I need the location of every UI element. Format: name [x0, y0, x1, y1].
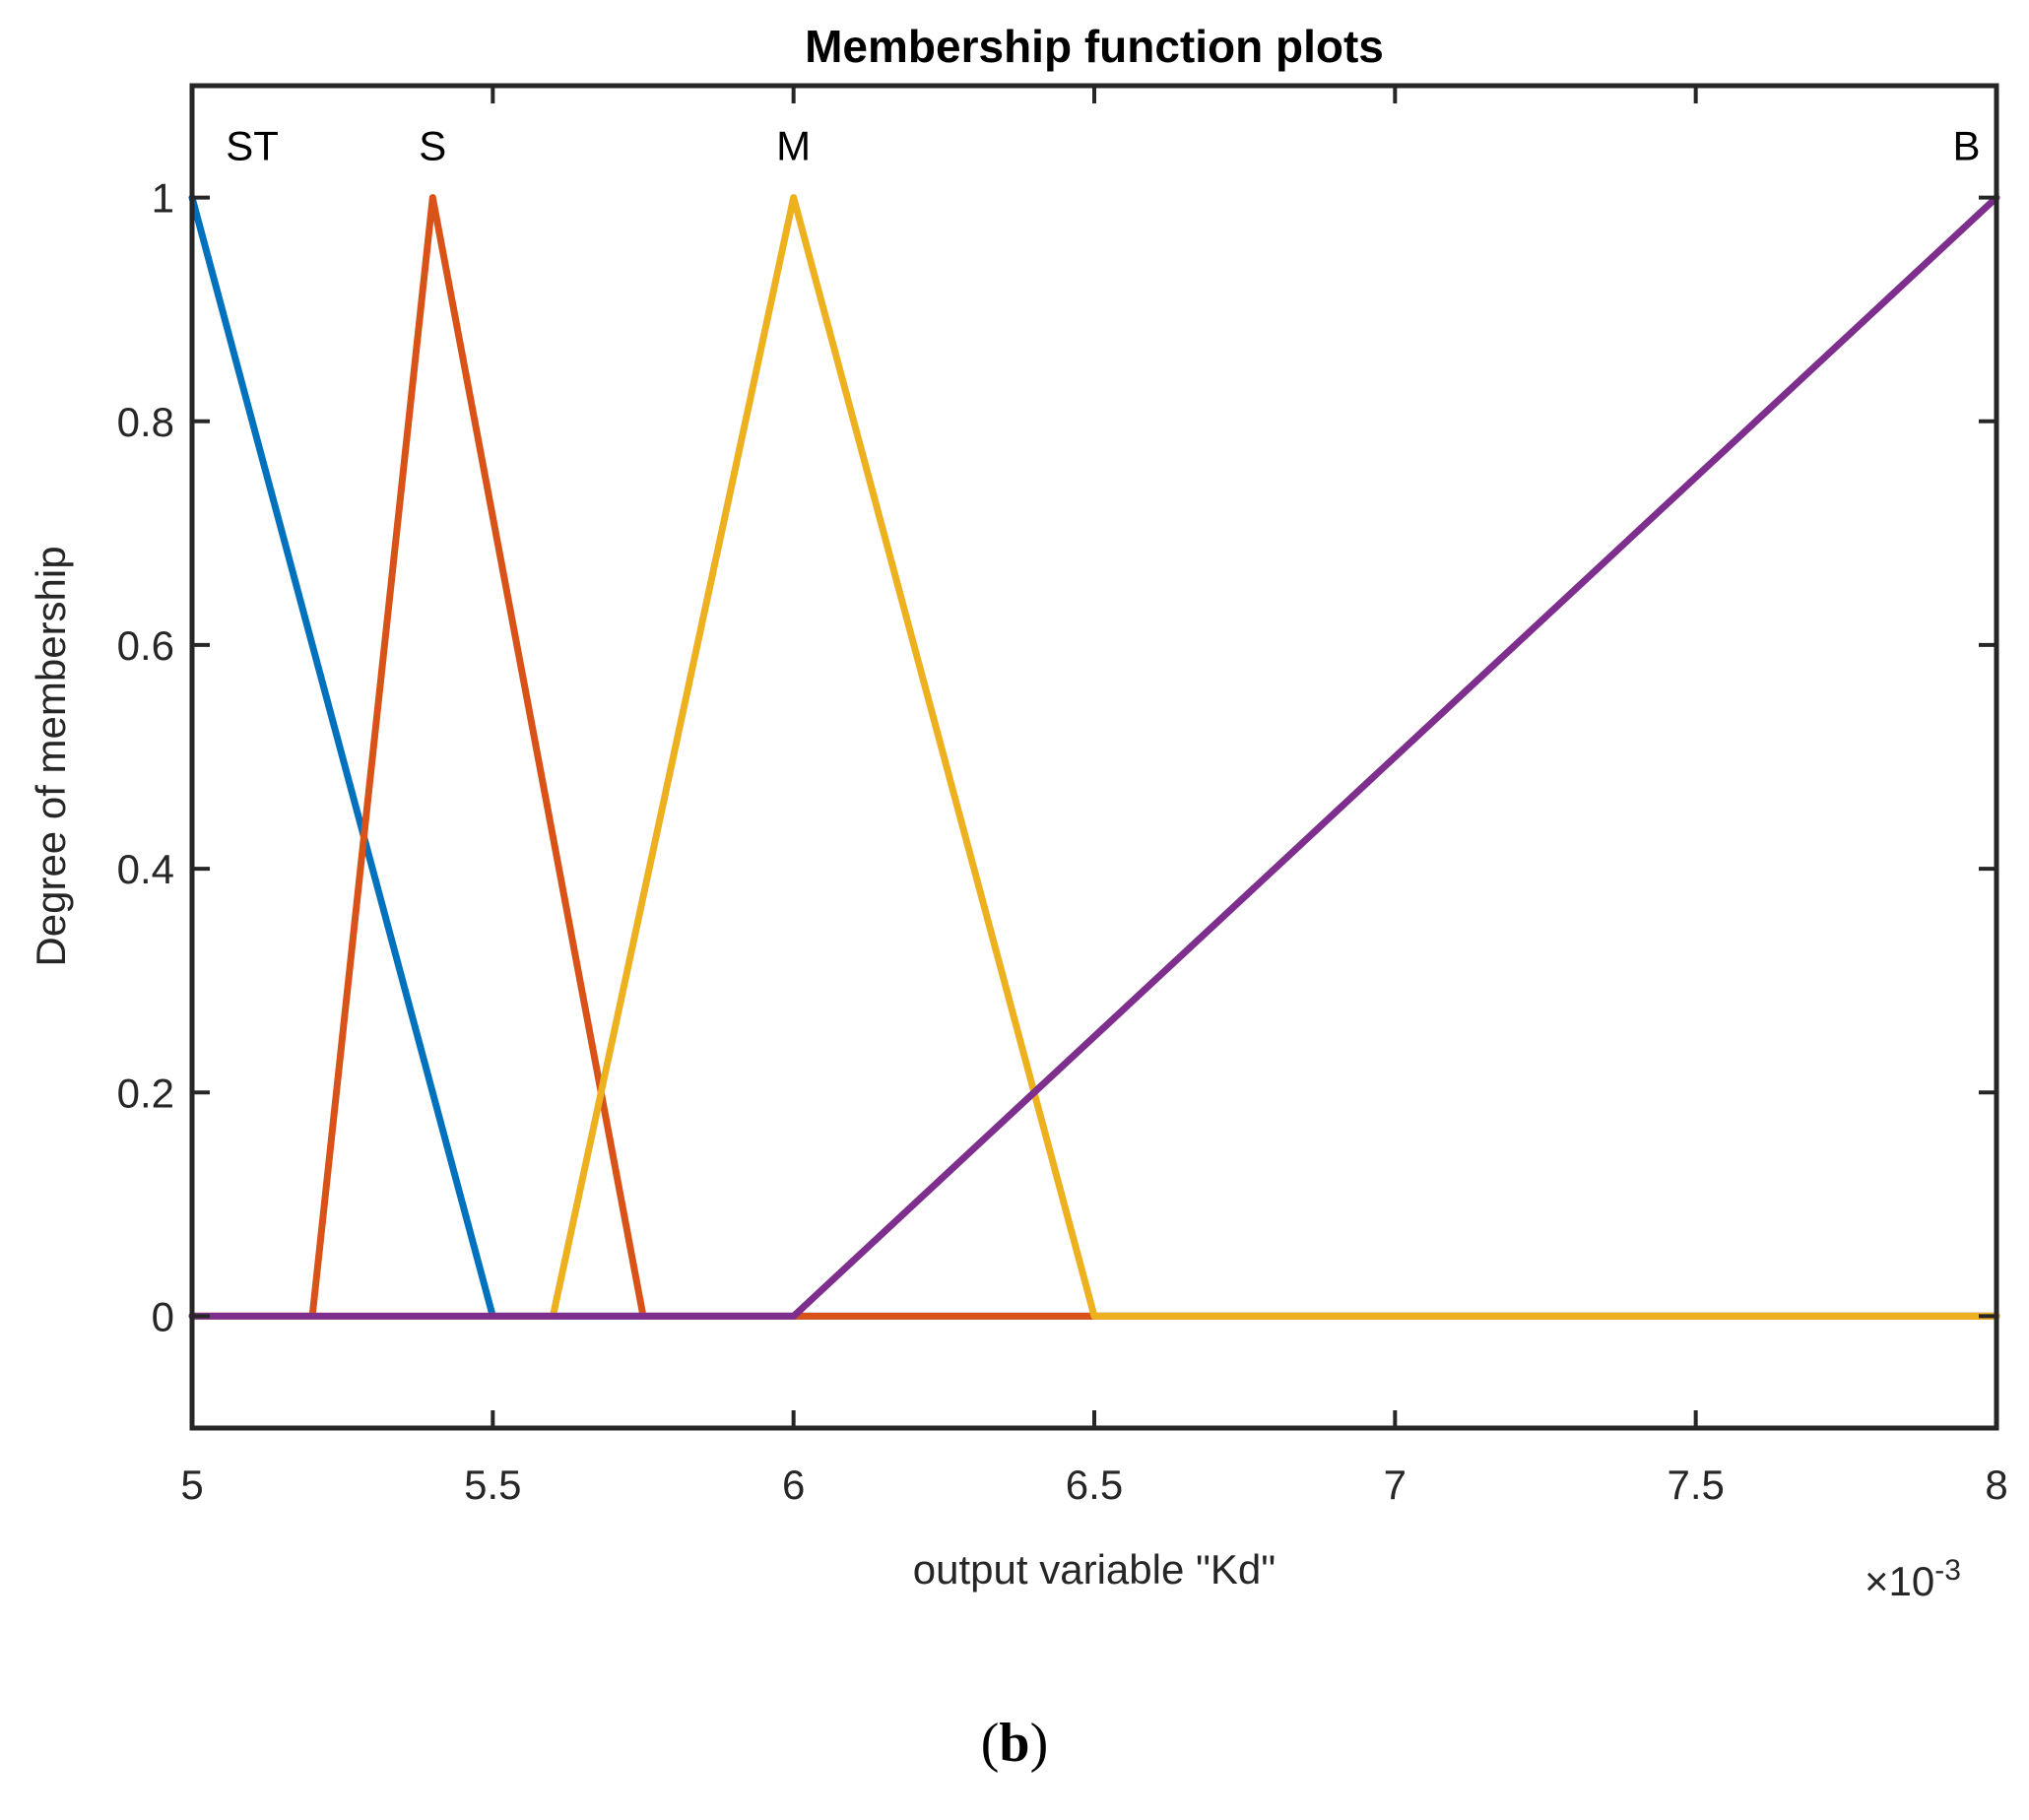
mf-label-s: S	[419, 123, 446, 169]
x-axis-label: output variable "Kd"	[913, 1546, 1276, 1592]
series-layer	[188, 194, 2000, 1320]
plot-area	[192, 86, 1996, 1428]
mf-label-m: M	[776, 123, 811, 169]
x-tick-label: 7	[1384, 1462, 1407, 1508]
y-tick-label: 0.6	[117, 622, 174, 669]
mf-label-st: ST	[226, 123, 279, 169]
series-line-b	[188, 194, 2000, 1320]
x-axis-exponent: ×10-3	[1865, 1554, 1961, 1604]
mf-label-layer: ST S M B	[226, 123, 1980, 169]
y-tick-label: 0.2	[117, 1070, 174, 1116]
x-axis-exponent-base: ×10	[1865, 1558, 1934, 1604]
y-tick-label: 0.8	[117, 399, 174, 445]
caption-close-paren: )	[1030, 1713, 1049, 1774]
plot-frame	[189, 83, 1999, 1431]
figure-caption: (b)	[981, 1713, 1048, 1774]
tick-layer: 5 5.5 6 6.5 7 7.5 8 0 0.2 0.4 0.6 0.8 1	[117, 86, 2008, 1508]
caption-letter: b	[999, 1713, 1029, 1774]
x-axis-exponent-power: -3	[1934, 1554, 1961, 1587]
mf-label-b: B	[1952, 123, 1980, 169]
x-tick-label: 5	[180, 1462, 203, 1508]
y-tick-label: 0	[152, 1293, 174, 1339]
y-axis-label: Degree of membership	[28, 546, 74, 966]
x-tick-label: 5.5	[464, 1462, 521, 1508]
x-tick-label: 7.5	[1667, 1462, 1724, 1508]
y-tick-label: 1	[152, 175, 174, 222]
caption-open-paren: (	[981, 1713, 1000, 1774]
x-tick-label: 8	[1985, 1462, 2007, 1508]
x-tick-label: 6.5	[1066, 1462, 1123, 1508]
x-tick-label: 6	[782, 1462, 805, 1508]
chart-title: Membership function plots	[805, 21, 1384, 72]
y-tick-label: 0.4	[117, 846, 174, 892]
